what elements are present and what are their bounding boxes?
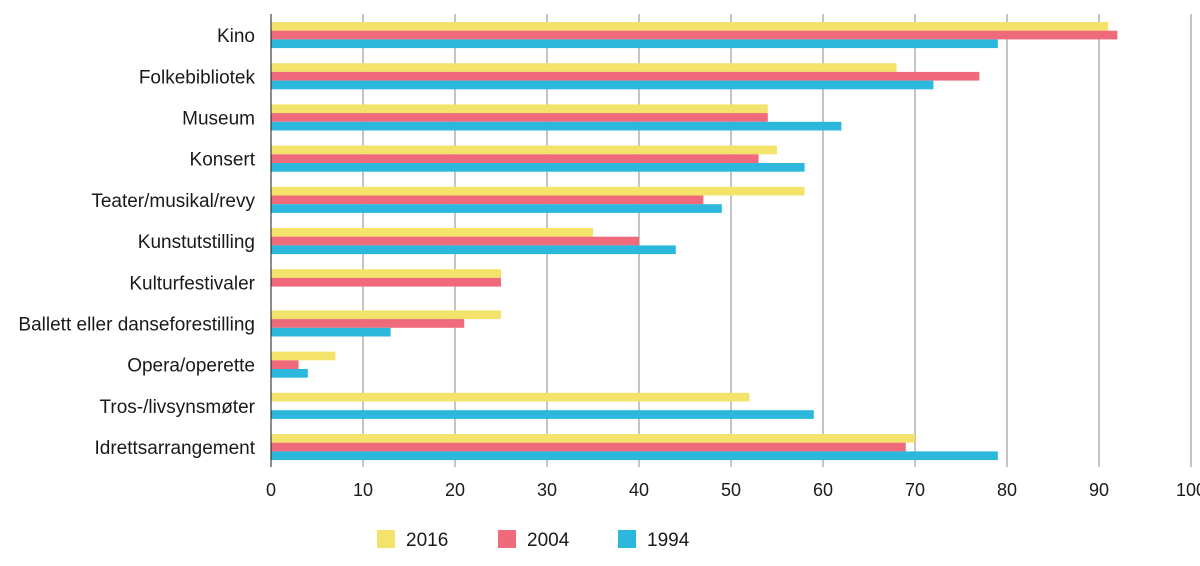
- legend-swatch-1994: [618, 530, 636, 548]
- x-tick-label: 90: [1089, 480, 1109, 500]
- bar-2004: [271, 236, 639, 246]
- bar-2004: [271, 113, 768, 122]
- grid-lines: [362, 14, 1192, 467]
- bar-2016: [271, 228, 593, 237]
- category-label: Opera/operette: [127, 356, 255, 377]
- bar-2004: [271, 30, 1118, 40]
- x-tick-label: 100: [1176, 480, 1200, 500]
- category-label: Museum: [182, 108, 255, 129]
- bar-2016: [271, 104, 768, 114]
- legend-label: 2004: [527, 530, 570, 551]
- category-label: Ballett eller danseforestilling: [18, 314, 255, 335]
- bar-1994: [271, 369, 308, 378]
- category-label: Folkebibliotek: [139, 67, 256, 88]
- category-label: Kulturfestivaler: [129, 273, 255, 294]
- x-tick-label: 80: [997, 480, 1017, 500]
- bar-2016: [271, 392, 750, 402]
- bar-1994: [271, 39, 998, 49]
- bar-1994: [271, 163, 805, 172]
- bar-2004: [271, 360, 299, 369]
- x-tick-label: 50: [721, 480, 741, 500]
- bar-1994: [271, 245, 676, 255]
- legend-swatch-2016: [377, 530, 395, 548]
- legend: 2016 2004 1994: [377, 530, 690, 551]
- category-label: Kino: [217, 26, 255, 47]
- bar-2004: [271, 154, 759, 163]
- bar-2004: [271, 442, 906, 452]
- bar-2016: [271, 434, 915, 443]
- legend-label: 2016: [406, 530, 448, 551]
- x-tick-label: 30: [537, 480, 557, 500]
- bar-2016: [271, 310, 501, 320]
- x-tick-label: 10: [353, 480, 373, 500]
- x-tick-label: 0: [266, 480, 276, 500]
- bar-2016: [271, 351, 336, 361]
- x-tick-label: 70: [905, 480, 925, 500]
- category-label: Tros-/livsynsmøter: [99, 397, 255, 418]
- bar-2016: [271, 269, 501, 278]
- x-tick-labels: 0 10 20 30 40 50 60 70 80 90 100: [266, 480, 1200, 500]
- bar-2004: [271, 277, 501, 287]
- bar-2016: [271, 22, 1109, 31]
- bar-2004: [271, 195, 704, 205]
- bar-1994: [271, 451, 998, 461]
- bar-2016: [271, 63, 897, 72]
- x-tick-label: 40: [629, 480, 649, 500]
- bar-1994: [271, 204, 722, 213]
- category-label: Konsert: [190, 150, 256, 171]
- category-label: Teater/musikal/revy: [91, 191, 255, 212]
- bar-2004: [271, 71, 980, 81]
- legend-swatch-2004: [498, 530, 516, 548]
- bar-2004: [271, 319, 465, 328]
- bar-2016: [271, 145, 777, 155]
- bar-2016: [271, 186, 805, 196]
- bar-1994: [271, 121, 842, 131]
- bar-1994: [271, 80, 934, 90]
- legend-label: 1994: [647, 530, 690, 551]
- category-label: Idrettsarrangement: [94, 438, 255, 459]
- bar-group: [271, 22, 1118, 461]
- bar-1994: [271, 327, 391, 337]
- category-label: Kunstutstilling: [138, 232, 255, 253]
- bar-1994: [271, 410, 814, 419]
- x-tick-label: 60: [813, 480, 833, 500]
- x-tick-label: 20: [445, 480, 465, 500]
- category-labels: Kino Folkebibliotek Museum Konsert Teater/mu…: [18, 26, 255, 459]
